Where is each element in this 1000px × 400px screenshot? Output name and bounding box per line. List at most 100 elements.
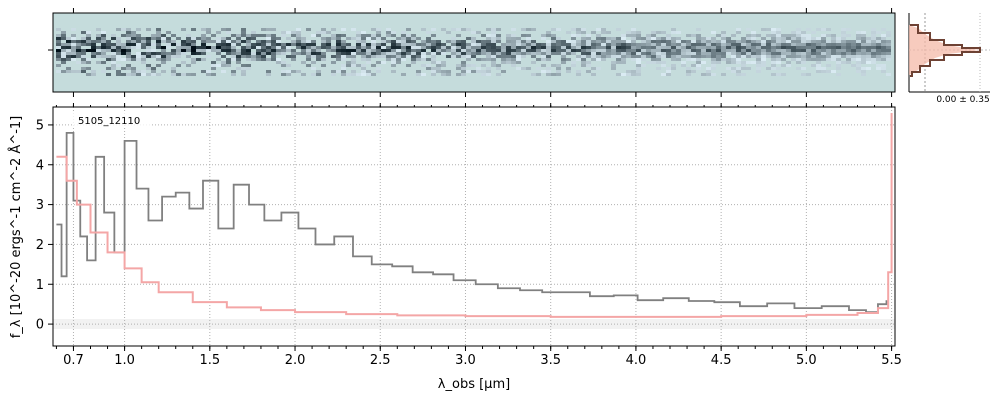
spectrum-2d-pixel <box>701 49 706 52</box>
spectrum-2d-pixel <box>656 52 661 55</box>
spectrum-2d-pixel <box>386 46 391 49</box>
spectrum-2d-pixel <box>71 46 76 49</box>
spectrum-2d-pixel <box>781 40 786 43</box>
spectrum-2d-pixel <box>441 52 446 55</box>
spectrum-2d-pixel <box>206 73 211 76</box>
spectrum-2d-pixel <box>231 73 236 76</box>
spectrum-2d-pixel <box>521 43 526 46</box>
spectrum-2d-pixel <box>841 61 846 64</box>
spectrum-2d-pixel <box>771 28 776 31</box>
spectrum-2d-pixel <box>421 64 426 67</box>
spectrum-2d-pixel <box>726 58 731 61</box>
spectrum-2d-pixel <box>531 52 536 55</box>
spectrum-2d-pixel <box>766 34 771 37</box>
spectrum-2d-pixel <box>71 70 76 73</box>
spectrum-2d-pixel <box>556 67 561 70</box>
spectrum-2d-pixel <box>231 43 236 46</box>
spectrum-2d-pixel <box>851 46 856 49</box>
spectrum-2d-pixel <box>831 70 836 73</box>
spectrum-2d-pixel <box>101 40 106 43</box>
spectrum-2d-pixel <box>661 73 666 76</box>
spectrum-2d-pixel <box>356 31 361 34</box>
spectrum-2d-pixel <box>231 55 236 58</box>
spectrum-2d-pixel <box>806 73 811 76</box>
spectrum-2d-pixel <box>871 43 876 46</box>
spectrum-2d-pixel <box>456 43 461 46</box>
x-tick-label: 5.0 <box>796 353 817 368</box>
spectrum-2d-pixel <box>866 67 871 70</box>
spectrum-2d-pixel <box>451 55 456 58</box>
spectrum-2d-pixel <box>611 61 616 64</box>
spectrum-2d-pixel <box>496 73 501 76</box>
spectrum-2d-pixel <box>86 58 91 61</box>
spectrum-2d-pixel <box>706 70 711 73</box>
y-tick-label: 4 <box>36 158 44 173</box>
spectrum-2d-pixel <box>226 28 231 31</box>
spectrum-2d-pixel <box>506 34 511 37</box>
spectrum-2d-pixel <box>136 46 141 49</box>
spectrum-2d-pixel <box>76 52 81 55</box>
spectrum-2d-pixel <box>586 52 591 55</box>
spectrum-2d-pixel <box>456 46 461 49</box>
spectrum-2d-pixel <box>886 58 891 61</box>
spectrum-2d-pixel <box>376 52 381 55</box>
spectrum-2d-pixel <box>651 37 656 40</box>
spectrum-2d-pixel <box>361 49 366 52</box>
spectrum-2d-pixel <box>211 34 216 37</box>
spectrum-2d-pixel <box>361 31 366 34</box>
spectrum-2d-pixel <box>466 64 471 67</box>
spectrum-2d-pixel <box>466 28 471 31</box>
spectrum-2d-pixel <box>696 52 701 55</box>
spectrum-2d-pixel <box>86 40 91 43</box>
spectrum-2d-pixel <box>741 43 746 46</box>
spectrum-2d-pixel <box>236 37 241 40</box>
spectrum-2d-pixel <box>601 49 606 52</box>
spectrum-2d-pixel <box>856 52 861 55</box>
spectrum-2d-pixel <box>521 55 526 58</box>
spectrum-2d-pixel <box>306 58 311 61</box>
spectrum-2d-pixel <box>871 61 876 64</box>
spectrum-2d-pixel <box>216 49 221 52</box>
spectrum-2d-pixel <box>886 55 891 58</box>
spectrum-2d-pixel <box>331 28 336 31</box>
spectrum-2d-pixel <box>481 34 486 37</box>
spectrum-2d-pixel <box>141 55 146 58</box>
spectrum-2d-pixel <box>881 58 886 61</box>
spectrum-2d-pixel <box>696 43 701 46</box>
spectrum-2d-pixel <box>696 34 701 37</box>
spectrum-2d-pixel <box>476 49 481 52</box>
spectrum-2d-x-ticks <box>72 8 893 97</box>
spectrum-2d-pixel <box>381 37 386 40</box>
spectrum-2d-pixel <box>496 52 501 55</box>
spectrum-2d-pixel <box>491 37 496 40</box>
spectrum-2d-pixel <box>61 43 66 46</box>
spectrum-2d-pixel <box>536 58 541 61</box>
spectrum-2d-pixel <box>266 28 271 31</box>
spectrum-2d-pixel <box>866 58 871 61</box>
spectrum-2d-pixel <box>871 31 876 34</box>
spectrum-2d-pixel <box>156 52 161 55</box>
spectrum-2d-pixel <box>676 43 681 46</box>
spectrum-2d-pixel <box>506 55 511 58</box>
spectrum-2d-pixel <box>871 46 876 49</box>
spectrum-2d-pixel <box>456 73 461 76</box>
spectrum-2d-pixel <box>96 34 101 37</box>
spectrum-2d-pixel <box>291 40 296 43</box>
spectrum-2d-pixel <box>206 28 211 31</box>
spectrum-2d-pixel <box>666 34 671 37</box>
spectrum-2d-pixel <box>56 49 61 52</box>
spectrum-2d-pixel <box>701 52 706 55</box>
spectrum-2d-pixel <box>611 64 616 67</box>
spectrum-2d-pixel <box>731 40 736 43</box>
spectrum-2d-pixel <box>716 34 721 37</box>
x-tick-label: 5.5 <box>881 353 902 368</box>
spectrum-2d-pixel <box>281 64 286 67</box>
spectrum-2d-pixel <box>506 43 511 46</box>
spectrum-2d-pixel <box>131 31 136 34</box>
spectrum-2d-pixel <box>256 58 261 61</box>
spectrum-2d-pixel <box>81 31 86 34</box>
spectrum-2d-pixel <box>486 55 491 58</box>
spectrum-2d-pixel <box>551 28 556 31</box>
spectrum-2d-pixel <box>701 40 706 43</box>
spectrum-2d-pixel <box>431 43 436 46</box>
